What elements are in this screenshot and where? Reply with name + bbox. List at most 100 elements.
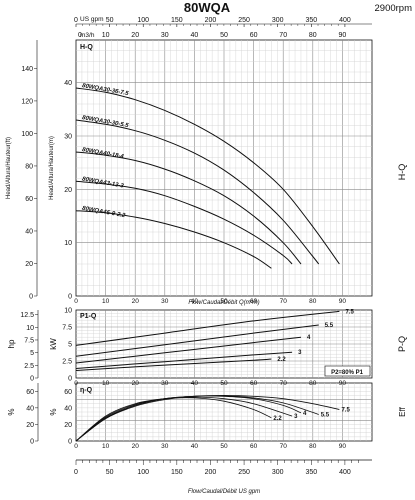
- pq-kw-tick-label: 0: [68, 376, 72, 383]
- hq-side-label: H-Q: [397, 164, 407, 181]
- bottom-usgpm-tick-label: 350: [305, 469, 317, 476]
- hq-curve: [75, 180, 293, 265]
- pq-hp-tick-label: 7.5: [24, 337, 34, 344]
- pq-hp-tick-label: 12.5: [20, 312, 34, 319]
- eq-curve: [75, 397, 272, 442]
- eq-curve-label: 4: [303, 411, 307, 417]
- bottom-usgpm-tick-label: 400: [339, 469, 351, 476]
- pq-ylabel-hp: hp: [7, 339, 16, 348]
- eq-right-tick-label: 20: [64, 422, 72, 429]
- top-m3h-tick-label: 80: [309, 32, 317, 39]
- p2-note: P2=80% P1: [331, 370, 364, 376]
- pq-curve: [75, 351, 293, 369]
- hq-m-tick-label: 40: [64, 80, 72, 87]
- pq-kw-tick-label: 2.5: [62, 359, 72, 366]
- top-m3h-tick-label: 30: [161, 32, 169, 39]
- m3h-tick-label: 90: [339, 380, 347, 387]
- grid-lines: [76, 40, 372, 441]
- pq-curve-label: 5.5: [325, 323, 334, 329]
- m3h-tick-label: 0: [74, 380, 78, 387]
- axis-ticks: 0 10 20 30 40 50 60 70 80 900 10 20 30 40 50 60 70 80 900 1…: [20, 17, 372, 476]
- top-usgpm-tick-label: 350: [305, 17, 317, 24]
- m3h-tick-label: 40: [191, 443, 199, 450]
- m3h-tick-label: 30: [161, 380, 169, 387]
- top-m3h-tick-label: 50: [220, 32, 228, 39]
- bottom-usgpm-tick-label: 300: [272, 469, 284, 476]
- hq-curve-label: 80WQA45-9-2.2: [82, 206, 127, 220]
- top-usgpm-tick-label: 100: [137, 17, 149, 24]
- top-m3h-zero: 0: [78, 32, 82, 39]
- top-usgpm-tick-label: 0: [74, 17, 78, 24]
- eq-ylabel-right: %: [49, 408, 58, 415]
- hq-ylabel-m: Head/Altura/Hauteur(m): [49, 136, 55, 200]
- m3h-tick-label: 70: [280, 443, 288, 450]
- top-m3h-unit: m3/h: [80, 32, 95, 39]
- hq-m-tick-label: 30: [64, 134, 72, 141]
- pq-kw-tick-label: 7.5: [62, 325, 72, 332]
- top-usgpm-unit: US gpm: [80, 16, 103, 23]
- top-usgpm-tick-label: 150: [171, 17, 183, 24]
- eq-right-tick-label: 40: [64, 405, 72, 412]
- hq-m-tick-label: 20: [64, 187, 72, 194]
- top-usgpm-tick-label: 400: [339, 17, 351, 24]
- m3h-tick-label: 90: [339, 298, 347, 305]
- top-usgpm-tick-label: 50: [106, 17, 114, 24]
- hq-curve: [75, 151, 302, 265]
- pq-hp-tick-label: 0: [30, 376, 34, 383]
- bottom-usgpm-tick-label: 100: [137, 469, 149, 476]
- hq-ft-tick-label: 20: [25, 261, 33, 268]
- eq-left-tick-label: 20: [26, 422, 34, 429]
- eq-curve: [75, 395, 319, 442]
- eq-side-label: Eff: [398, 406, 407, 416]
- m3h-tick-label: 50: [220, 298, 228, 305]
- flow-label-m3h: Flow/Caudal/Débit Q(m³/h): [188, 300, 259, 306]
- eq-curve-label: 5.5: [321, 412, 330, 418]
- hq-ft-tick-label: 60: [25, 196, 33, 203]
- bottom-usgpm-tick-label: 50: [106, 469, 114, 476]
- m3h-tick-label: 60: [250, 443, 258, 450]
- hq-ft-tick-label: 100: [21, 131, 33, 138]
- m3h-tick-label: 80: [309, 298, 317, 305]
- pq-ylabel-kw: kW: [49, 338, 58, 350]
- pq-hp-tick-label: 5: [30, 350, 34, 357]
- hq-ft-tick-label: 140: [21, 66, 33, 73]
- m3h-tick-label: 70: [280, 298, 288, 305]
- pq-hp-tick-label: 10: [26, 325, 34, 332]
- pq-curve: [75, 324, 319, 357]
- m3h-tick-label: 80: [309, 443, 317, 450]
- m3h-tick-label: 40: [191, 380, 199, 387]
- hq-ft-tick-label: 80: [25, 163, 33, 170]
- eq-right-tick-label: 60: [64, 389, 72, 396]
- pq-side-label: P-Q: [397, 336, 407, 352]
- m3h-tick-label: 30: [161, 443, 169, 450]
- m3h-tick-label: 10: [102, 380, 110, 387]
- m3h-tick-label: 70: [280, 380, 288, 387]
- eq-left-tick-label: 60: [26, 389, 34, 396]
- m3h-tick-label: 20: [132, 380, 140, 387]
- pq-curve-label: 4: [307, 335, 311, 341]
- hq-panel-label: H-Q: [80, 44, 93, 51]
- m3h-tick-label: 0: [74, 443, 78, 450]
- eq-curve: [75, 395, 302, 442]
- top-m3h-tick-label: 10: [102, 32, 110, 39]
- bottom-usgpm-tick-label: 250: [238, 469, 250, 476]
- hq-m-tick-label: 0: [68, 294, 72, 301]
- hq-ft-tick-label: 120: [21, 98, 33, 105]
- flow-label-usgpm: Flow/Caudal/Débit US gpm: [188, 489, 260, 495]
- hq-ft-tick-label: 40: [25, 228, 33, 235]
- eq-curve-label: 2.2: [273, 416, 282, 422]
- hq-ft-tick-label: 0: [29, 294, 33, 301]
- p2-note-box: [324, 365, 371, 377]
- eq-left-tick-label: 0: [30, 439, 34, 446]
- pq-curve: [75, 310, 340, 346]
- pq-curve: [75, 358, 272, 371]
- m3h-tick-label: 0: [74, 298, 78, 305]
- bottom-usgpm-tick-label: 200: [205, 469, 217, 476]
- pq-curve-label: 3: [298, 350, 302, 356]
- eq-ylabel-left: %: [7, 408, 16, 415]
- speed-label: 2900rpm: [375, 3, 413, 14]
- m3h-tick-label: 40: [191, 298, 199, 305]
- pq-hp-tick-label: 2.5: [24, 363, 34, 370]
- eq-curve: [75, 394, 340, 442]
